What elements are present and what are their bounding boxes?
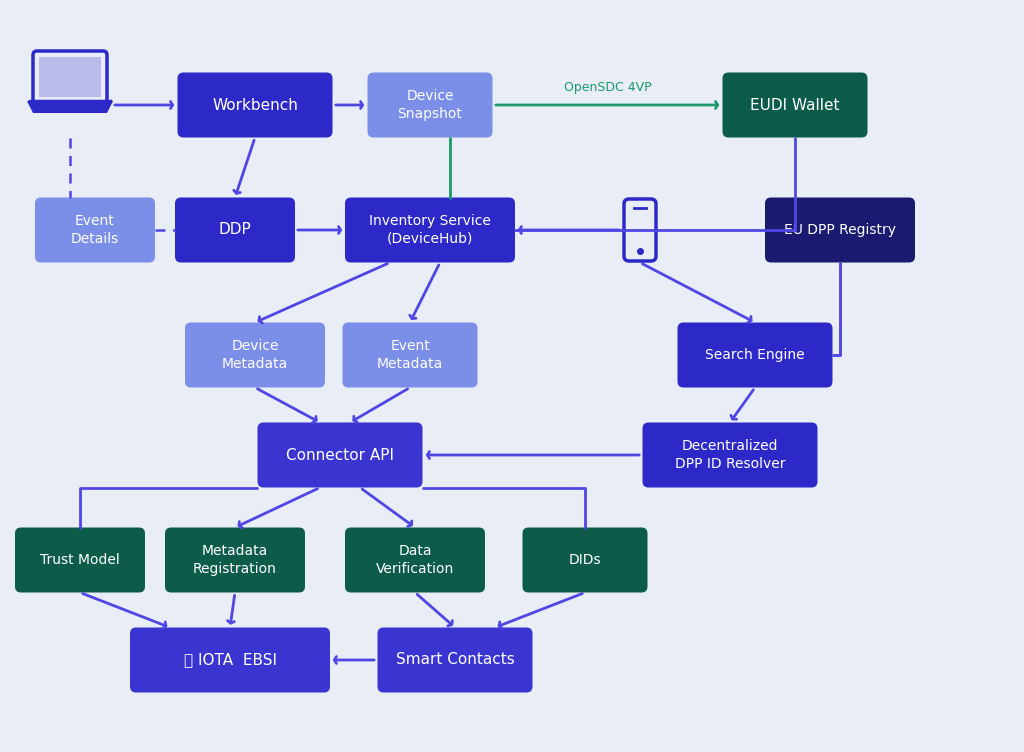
FancyBboxPatch shape [342,323,477,387]
FancyBboxPatch shape [257,423,423,487]
Text: ⦿ IOTA  EBSI: ⦿ IOTA EBSI [183,653,276,668]
Text: Event
Metadata: Event Metadata [377,339,443,371]
FancyBboxPatch shape [345,198,515,262]
FancyBboxPatch shape [368,72,493,138]
FancyBboxPatch shape [175,198,295,262]
FancyBboxPatch shape [765,198,915,262]
FancyBboxPatch shape [35,198,155,262]
Text: DIDs: DIDs [568,553,601,567]
Text: Search Engine: Search Engine [706,348,805,362]
FancyBboxPatch shape [678,323,833,387]
FancyBboxPatch shape [723,72,867,138]
FancyBboxPatch shape [345,527,485,593]
FancyBboxPatch shape [39,57,101,97]
Text: OpenSDC 4VP: OpenSDC 4VP [563,80,651,93]
Text: Metadata
Registration: Metadata Registration [194,544,276,575]
Text: EUDI Wallet: EUDI Wallet [751,98,840,113]
Text: Device
Snapshot: Device Snapshot [397,89,463,120]
FancyBboxPatch shape [522,527,647,593]
Text: Workbench: Workbench [212,98,298,113]
FancyBboxPatch shape [15,527,145,593]
Text: Smart Contacts: Smart Contacts [395,653,514,668]
FancyBboxPatch shape [177,72,333,138]
Polygon shape [27,101,113,113]
FancyBboxPatch shape [378,627,532,693]
Text: EU DPP Registry: EU DPP Registry [784,223,896,237]
FancyBboxPatch shape [642,423,817,487]
FancyBboxPatch shape [185,323,325,387]
Text: DDP: DDP [219,223,251,238]
Text: Decentralized
DPP ID Resolver: Decentralized DPP ID Resolver [675,439,785,471]
Text: Trust Model: Trust Model [40,553,120,567]
FancyBboxPatch shape [165,527,305,593]
Text: Device
Metadata: Device Metadata [222,339,288,371]
Text: Connector API: Connector API [286,447,394,462]
Text: Event
Details: Event Details [71,214,119,246]
Text: Inventory Service
(DeviceHub): Inventory Service (DeviceHub) [369,214,490,246]
Text: Data
Verification: Data Verification [376,544,454,575]
FancyBboxPatch shape [130,627,330,693]
